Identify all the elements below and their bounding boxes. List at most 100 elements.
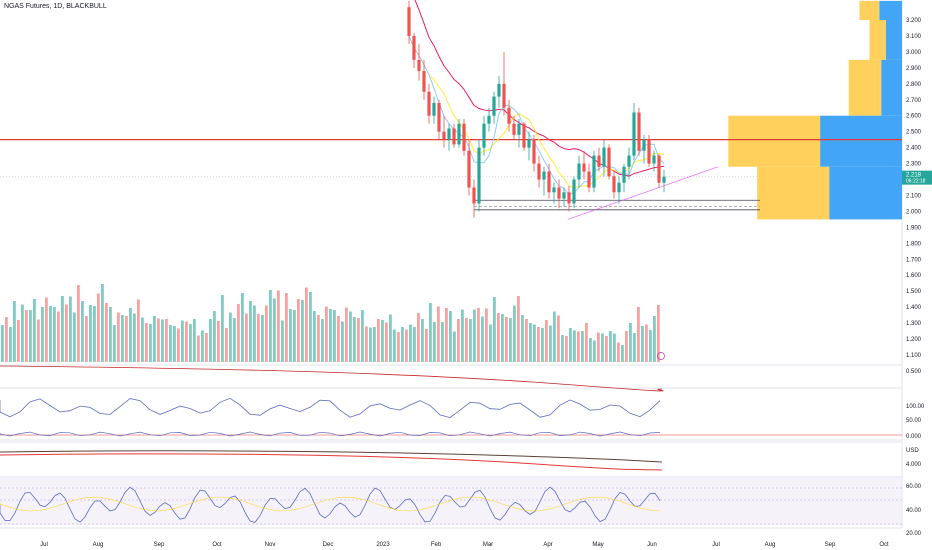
price-tick-label: 1.200: [906, 337, 922, 343]
candle-body: [467, 150, 471, 188]
volume-profile: [728, 0, 902, 220]
volume-bar: [105, 303, 108, 362]
price-tick-label: 1.500: [906, 289, 922, 295]
rsi-tick: 60.00: [906, 484, 922, 490]
candle-body: [457, 123, 461, 145]
price-tick-label: 2.500: [906, 130, 922, 136]
price-tick-label: 1.900: [906, 225, 922, 231]
volume-bar: [505, 317, 508, 362]
volume-bar: [365, 326, 368, 362]
volume-bar: [261, 315, 264, 362]
time-axis[interactable]: Jul Aug Sep Oct Nov Dec 2023 Feb Mar Apr May Jun Jul…: [40, 542, 889, 548]
vp-down-bar: [728, 115, 821, 167]
volume-bar: [457, 319, 460, 362]
volume-bar: [545, 320, 548, 362]
price-tick-label: 1.600: [906, 273, 922, 279]
price-tick-label: 3.000: [906, 50, 922, 56]
time-tick-label: Jul: [712, 542, 720, 548]
time-tick-label: Mar: [483, 542, 493, 548]
volume-bar: [513, 305, 516, 362]
vp-up-bar: [881, 59, 902, 116]
volume-bar: [41, 307, 44, 362]
volume-bar: [1, 325, 4, 362]
volume-bar: [49, 306, 52, 362]
volume-bar: [453, 331, 456, 362]
volume-bar: [425, 329, 428, 362]
volume-bar: [113, 325, 116, 362]
volume-bar: [21, 304, 24, 362]
volume-bar: [401, 327, 404, 362]
volume-bar: [145, 323, 148, 362]
candle-body: [592, 155, 596, 188]
volume-bar: [229, 312, 232, 362]
price-axis[interactable]: 3.200 3.100 3.000 2.900 2.800 2.700 2.600 2.500…: [902, 18, 932, 359]
time-tick-label: Feb: [431, 542, 442, 548]
time-tick-label: Dec: [323, 542, 334, 548]
candle-body: [647, 139, 651, 164]
volume-bar: [349, 311, 352, 362]
price-tick-label: 1.700: [906, 257, 922, 263]
price-tick-label: 2.700: [906, 98, 922, 104]
volume-bar: [313, 311, 316, 362]
time-tick-label: Oct: [879, 542, 889, 548]
volume-bar: [73, 312, 76, 362]
price-tick-label: 1.300: [906, 321, 922, 327]
volume-bar: [449, 311, 452, 362]
price-tick-label: 2.400: [906, 146, 922, 152]
volume-bar: [285, 293, 288, 362]
volume-bar: [397, 332, 400, 362]
volume-bar: [409, 324, 412, 362]
volume-bar: [25, 310, 28, 362]
volume-bar: [253, 305, 256, 362]
volume-bar: [329, 309, 332, 362]
ind4-line-slow: [0, 450, 663, 463]
vp-up-bar: [885, 20, 902, 60]
time-tick-label: Sep: [825, 542, 836, 548]
volume-bar: [121, 315, 124, 362]
volume-bar: [533, 324, 536, 362]
ma-line-fast: [408, 35, 665, 196]
rsi-tick: 40.00: [906, 508, 922, 514]
rsi-pane: 60.00 40.00 20.00: [0, 477, 922, 537]
volume-bar: [609, 331, 612, 362]
volume-bar: [337, 316, 340, 362]
volume-bar: [165, 319, 168, 362]
ind1-line: [0, 365, 664, 392]
last-price-label: 2.218: [906, 173, 922, 179]
volume-bar: [641, 326, 644, 362]
vp-up-bar: [829, 166, 902, 220]
volume-bar: [173, 326, 176, 362]
volume-bar: [57, 311, 60, 362]
ind4-tick: 4.000: [906, 462, 922, 468]
volume-bar: [109, 307, 112, 362]
candle-body: [607, 147, 611, 177]
volume-bar: [645, 324, 648, 362]
volume-bar: [353, 317, 356, 362]
volume-bar: [577, 331, 580, 362]
volume-bar: [585, 323, 588, 362]
volume-bar: [625, 331, 628, 362]
time-tick-label: Sep: [154, 542, 165, 548]
volume-bar: [137, 299, 140, 362]
volume-bar: [77, 285, 80, 362]
volume-bar: [5, 317, 8, 362]
volume-bar: [157, 318, 160, 362]
volume-bar: [489, 324, 492, 362]
candle-body: [502, 83, 506, 108]
time-tick-label: Apr: [543, 542, 552, 548]
candle-body: [597, 155, 601, 167]
candle-body: [557, 187, 561, 199]
volume-bar: [125, 316, 128, 362]
candle-body: [527, 139, 531, 148]
volume-bar: [257, 314, 260, 362]
volume-bar: [129, 308, 132, 362]
last-price-badge: [902, 170, 932, 185]
volume-bar: [249, 301, 252, 362]
volume-bar: [581, 331, 584, 362]
candle-body: [412, 35, 416, 60]
volume-bar: [445, 308, 448, 362]
volume-bar: [653, 316, 656, 362]
volume-bar: [293, 310, 296, 362]
volume-bar: [617, 342, 620, 362]
